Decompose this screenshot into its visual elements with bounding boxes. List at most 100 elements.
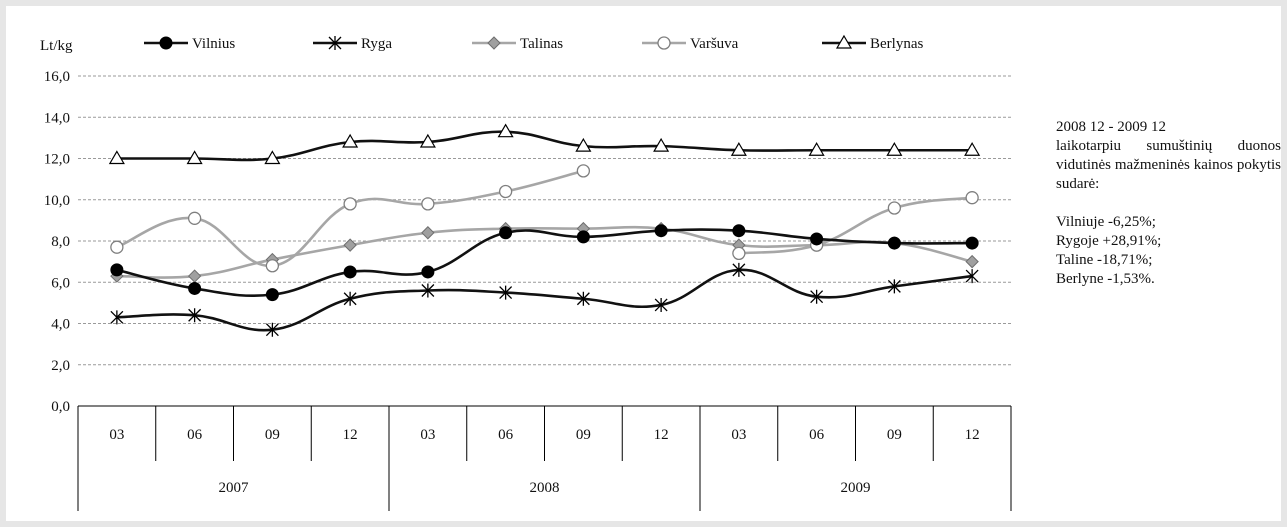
point-ryga-shape (810, 289, 824, 304)
point-ryga-shape (499, 285, 513, 300)
x-tick-label: 12 (965, 427, 980, 443)
point-varuva (732, 246, 746, 261)
x-tick-label: 06 (187, 427, 203, 443)
x-tick-label: 12 (343, 427, 358, 443)
point-vilnius-shape (965, 236, 979, 250)
point-berlynas (964, 142, 981, 156)
legend-label-vilnius: Vilnius (192, 36, 235, 52)
point-vilnius-shape (110, 263, 124, 277)
point-ryga-shape (732, 262, 746, 277)
point-varuva (343, 197, 357, 211)
point-varuva (887, 201, 902, 215)
point-berlynas-shape (653, 137, 670, 152)
point-talinas-shape (421, 226, 435, 240)
point-vilnius (887, 236, 901, 250)
point-ryga-shape (110, 310, 124, 325)
x-tick-label: 09 (265, 427, 280, 443)
note-description: laikotarpiu sumuštinių duonos vidutinės … (1056, 138, 1281, 192)
chart-frame: 0,0 2,0 4,0 6,0 8,0 10,0 12,0 14,0 16,0 Lt/kg 03 06… (6, 6, 1281, 521)
point-ryga (965, 269, 979, 284)
point-vilnius-shape (421, 265, 435, 279)
y-tick-label: 0,0 (51, 399, 70, 415)
point-talinas-shape (343, 238, 357, 252)
point-vilnius (965, 236, 979, 250)
point-berlynas-shape (808, 142, 825, 156)
point-vilnius-shape (654, 224, 668, 238)
point-berlynas-shape (264, 150, 281, 165)
point-ryga (732, 262, 746, 277)
point-talinas (187, 269, 202, 283)
x-tick-label: 03 (731, 427, 746, 443)
point-vilnius (421, 265, 435, 279)
point-varuva-shape (498, 184, 513, 199)
series-line-vilnius (116, 228, 973, 298)
point-talinas-shape (187, 269, 202, 283)
point-ryga-shape (265, 322, 279, 337)
point-ryga (110, 310, 124, 325)
point-varuva-shape (343, 197, 357, 211)
point-ryga (421, 283, 435, 298)
point-vilnius-shape (265, 288, 279, 302)
point-berlynas (264, 150, 281, 165)
point-varuva (110, 240, 124, 254)
x-tick-label: 03 (420, 427, 435, 443)
point-ryga-shape (654, 297, 668, 312)
point-berlynas (342, 133, 359, 148)
point-varuva-shape (576, 164, 591, 178)
legend-marker-varuva-shape (657, 36, 671, 50)
point-berlynas (575, 137, 592, 152)
y-tick-label: 16,0 (44, 69, 70, 85)
year-label: 2008 (530, 480, 560, 496)
point-vilnius (188, 281, 202, 295)
point-vilnius-shape (576, 230, 590, 244)
point-berlynas-shape (419, 133, 436, 148)
point-berlynas-shape (886, 142, 903, 156)
point-varuva-shape (887, 201, 902, 215)
point-ryga (576, 291, 590, 306)
x-tick-label: 09 (576, 427, 591, 443)
point-berlynas (108, 150, 125, 165)
point-berlynas-shape (730, 142, 747, 156)
series-line-talinas (116, 225, 973, 279)
x-tick-label: 12 (654, 427, 669, 443)
point-varuva-shape (965, 191, 979, 205)
point-berlynas-shape (575, 137, 592, 152)
point-talinas-shape (965, 254, 979, 269)
point-talinas (421, 226, 435, 240)
point-ryga-shape (887, 279, 901, 294)
point-ryga (887, 279, 901, 294)
point-vilnius-shape (732, 224, 746, 238)
point-ryga-shape (421, 283, 435, 298)
point-ryga (654, 297, 668, 312)
point-berlynas (886, 142, 903, 156)
point-berlynas-shape (186, 150, 203, 165)
point-varuva-shape (265, 259, 280, 273)
note-item-talinas: Taline -18,71%; (1056, 252, 1153, 268)
point-varuva-shape (187, 211, 202, 225)
point-vilnius-shape (499, 226, 513, 240)
point-vilnius (810, 232, 824, 246)
legend-marker-ryga (328, 36, 342, 50)
point-ryga (188, 308, 202, 323)
legend-marker-berlynas (835, 34, 853, 49)
point-vilnius (576, 230, 590, 244)
legend-marker-varuva (657, 36, 671, 50)
point-varuva (187, 211, 202, 225)
y-axis-label: Lt/kg (40, 38, 73, 54)
point-vilnius (654, 224, 668, 238)
note-item-ryga: Rygoje +28,91%; (1056, 233, 1162, 249)
legend-marker-vilnius-shape (159, 36, 173, 50)
point-varuva-shape (421, 197, 435, 211)
point-varuva-shape (110, 240, 124, 254)
x-tick-label: 06 (498, 427, 514, 443)
price-change-note: 2008 12 - 2009 12 laikotarpiu sumuštinių… (1056, 118, 1281, 289)
series-line-berlynas (116, 130, 973, 162)
point-vilnius (343, 265, 357, 279)
point-varuva (965, 191, 979, 205)
y-tick-label: 4,0 (51, 317, 70, 333)
point-vilnius-shape (810, 232, 824, 246)
legend-label-varuva: Varšuva (690, 36, 739, 52)
point-ryga (343, 291, 357, 306)
x-tick-label: 03 (109, 427, 124, 443)
point-vilnius-shape (887, 236, 901, 250)
